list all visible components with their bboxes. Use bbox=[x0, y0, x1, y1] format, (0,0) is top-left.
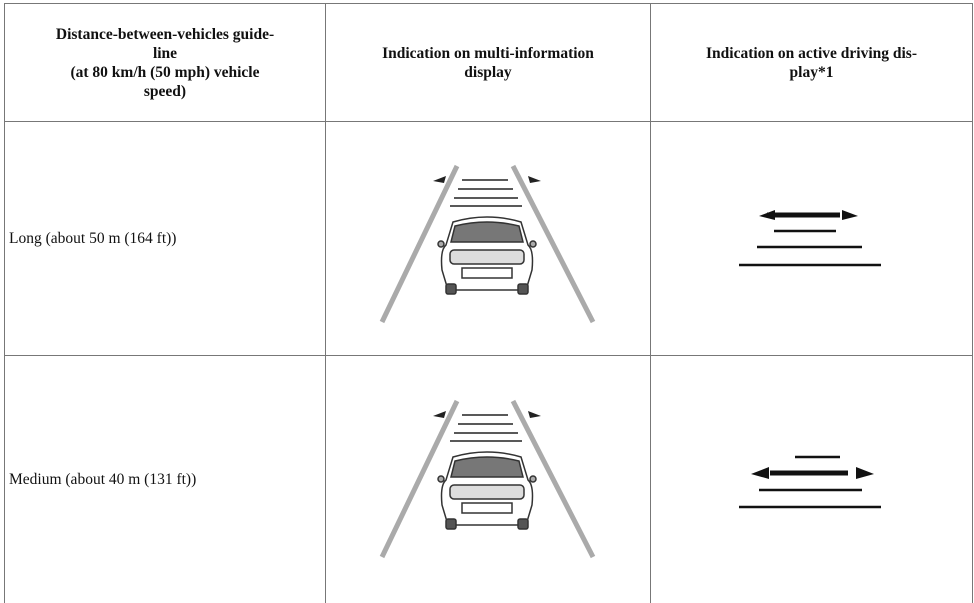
header-line: Distance-between-vehicles guide- bbox=[55, 25, 275, 43]
header-cell: Indication on multi-information display bbox=[325, 3, 650, 121]
row-label: Medium (about 40 m (131 ft)) bbox=[4, 355, 325, 603]
image-cell bbox=[650, 355, 973, 603]
header-line: speed) bbox=[143, 82, 187, 100]
car-illustration bbox=[382, 166, 593, 322]
header-cell: Indication on active driving dis-play*1 bbox=[650, 3, 973, 121]
distance-bars-medium bbox=[739, 455, 881, 509]
row-text: Long (about 50 m (164 ft)) bbox=[9, 229, 177, 247]
car-illustration bbox=[382, 401, 593, 557]
header-line: Indication on multi-information bbox=[382, 44, 594, 62]
distance-bars-long bbox=[739, 210, 881, 267]
header-line: Indication on active driving dis- bbox=[706, 44, 917, 62]
image-cell bbox=[325, 121, 650, 355]
row-text: Medium (about 40 m (131 ft)) bbox=[9, 470, 197, 488]
header-line: (at 80 km/h (50 mph) vehicle bbox=[70, 63, 260, 81]
header-line: line bbox=[152, 44, 178, 62]
image-cell bbox=[325, 355, 650, 603]
header-line: play*1 bbox=[789, 63, 834, 81]
header-line: display bbox=[464, 63, 512, 81]
row-label: Long (about 50 m (164 ft)) bbox=[4, 121, 325, 355]
image-cell bbox=[650, 121, 973, 355]
header-cell: Distance-between-vehicles guide-line (at … bbox=[4, 3, 325, 121]
